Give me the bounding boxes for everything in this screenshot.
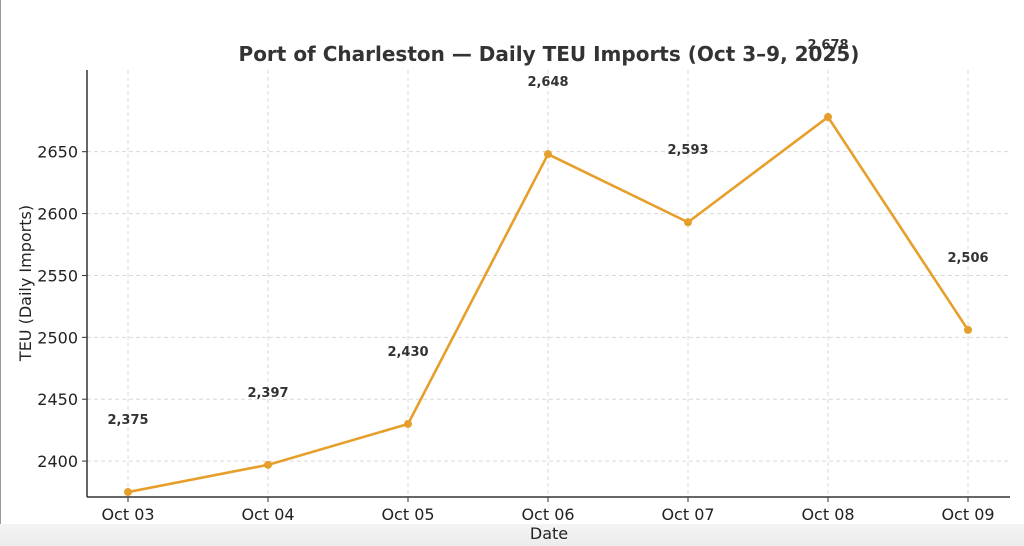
- x-tick-label: Oct 04: [241, 505, 294, 524]
- window-bottom-bar: [0, 524, 1024, 546]
- y-tick-label: 2500: [37, 328, 78, 347]
- x-tick-label: Oct 03: [101, 505, 154, 524]
- chart-title: Port of Charleston — Daily TEU Imports (…: [239, 42, 860, 66]
- y-tick-label: 2550: [37, 266, 78, 285]
- series: [124, 113, 972, 497]
- data-point: [684, 218, 692, 227]
- data-label: 2,648: [527, 75, 568, 90]
- data-point: [544, 150, 552, 159]
- x-axis-label: Date: [530, 524, 568, 543]
- y-tick-label: 2400: [37, 452, 78, 471]
- data-label: 2,430: [387, 345, 428, 360]
- axis-ticks: 2400 2450 2500 2550 2600 2650 Oct 03 Oct 04 Oct …: [37, 143, 994, 524]
- data-label: 2,678: [807, 38, 848, 53]
- data-point: [124, 488, 132, 497]
- data-point: [404, 419, 412, 428]
- data-label: 2,375: [107, 413, 148, 428]
- x-tick-label: Oct 06: [521, 505, 574, 524]
- data-label: 2,397: [247, 386, 288, 401]
- data-labels: 2,375 2,397 2,430 2,648 2,593 2,678 2,506: [107, 38, 988, 428]
- data-label: 2,593: [667, 143, 708, 158]
- x-tick-label: Oct 05: [381, 505, 434, 524]
- y-tick-label: 2650: [37, 143, 78, 162]
- data-point: [824, 113, 832, 122]
- x-tick-label: Oct 07: [661, 505, 714, 524]
- data-label: 2,506: [947, 251, 988, 266]
- data-point: [964, 325, 972, 334]
- y-axis-label: TEU (Daily Imports): [16, 205, 35, 362]
- y-tick-label: 2600: [37, 205, 78, 224]
- grid-lines: [87, 70, 1010, 497]
- x-tick-label: Oct 08: [801, 505, 854, 524]
- data-point: [264, 460, 272, 469]
- y-tick-label: 2450: [37, 390, 78, 409]
- x-tick-label: Oct 09: [941, 505, 994, 524]
